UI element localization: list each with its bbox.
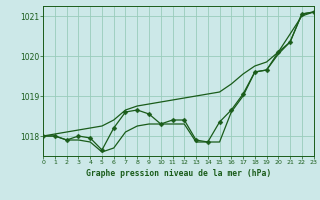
X-axis label: Graphe pression niveau de la mer (hPa): Graphe pression niveau de la mer (hPa): [86, 169, 271, 178]
